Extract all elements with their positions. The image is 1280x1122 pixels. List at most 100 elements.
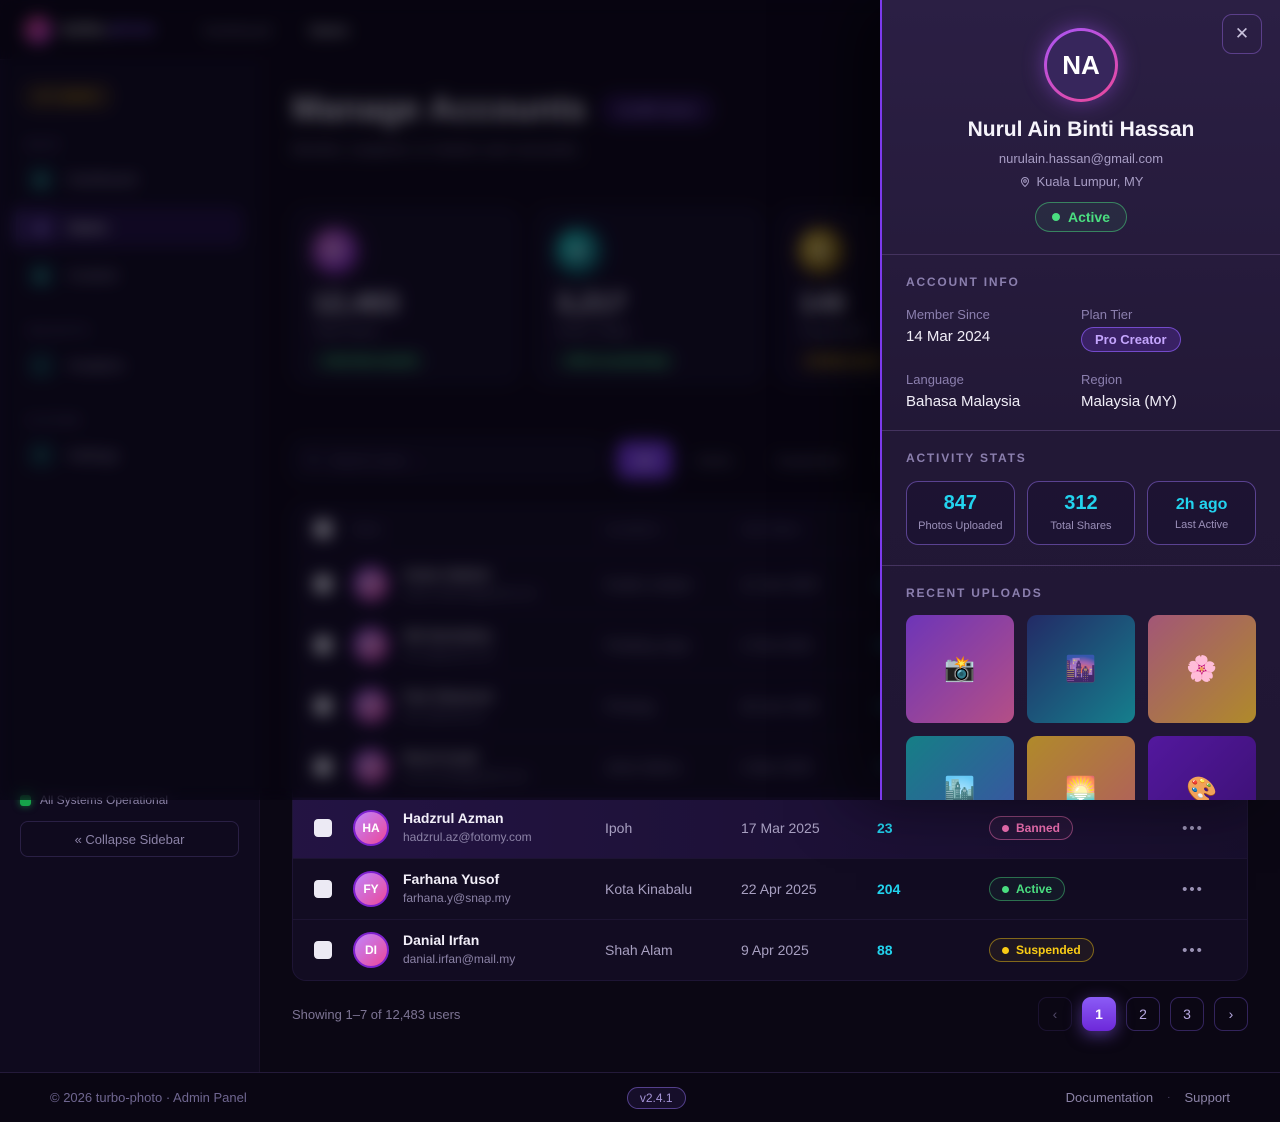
select-all-checkbox[interactable] — [314, 520, 332, 538]
page-2-button[interactable]: 2 — [1126, 997, 1160, 1031]
join-date: 3 Feb 2025 — [741, 637, 812, 653]
users-icon: ◉ — [26, 212, 56, 242]
page-3-button[interactable]: 3 — [1170, 997, 1204, 1031]
field-region: Region Malaysia (MY) — [1081, 372, 1177, 410]
user-name: Siti Norhaliza — [403, 627, 492, 643]
next-page-button[interactable]: › — [1214, 997, 1248, 1031]
upload-thumbnail[interactable]: 🌅 — [1027, 736, 1135, 800]
avatar: NA — [1047, 31, 1115, 99]
system-status-label: All Systems Operational — [40, 793, 169, 807]
stat-photos-uploaded: 847 Photos Uploaded — [906, 481, 1015, 545]
sidebar-item-label: Dashboard — [68, 171, 137, 187]
collapse-sidebar-button[interactable]: « Collapse Sidebar — [20, 821, 239, 857]
sidebar-item-settings[interactable]: ⚙ Settings — [16, 435, 243, 475]
status-dot-icon — [20, 794, 31, 806]
recent-uploads-section: RECENT UPLOADS 📸 🌆 🌸 🏙️ 🌅 🎨 — [882, 565, 1280, 800]
status-dot-icon — [1002, 824, 1009, 832]
user-location: Kota Kinabalu — [605, 881, 693, 897]
cherry-blossom-icon: 🌸 — [1186, 654, 1218, 683]
filter-all[interactable]: All — [618, 442, 671, 478]
row-checkbox[interactable] — [314, 819, 332, 837]
row-checkbox[interactable] — [314, 758, 332, 776]
row-checkbox[interactable] — [314, 697, 332, 715]
row-checkbox[interactable] — [314, 941, 332, 959]
upload-thumbnail[interactable]: 🌆 — [1027, 615, 1135, 723]
status-dot-icon — [1051, 213, 1060, 221]
sidebar-item-label: Content — [68, 267, 118, 283]
row-checkbox[interactable] — [314, 636, 332, 654]
user-email: azlan.hakimi@gmail.com — [403, 586, 537, 600]
page-title: Manage Accounts — [292, 90, 587, 128]
panel-user-email: nurulain.hassan@gmail.com — [998, 151, 1164, 166]
nav-link-dashboard[interactable]: Dashboard — [202, 21, 272, 38]
status-badge: Banned — [989, 816, 1074, 840]
user-location: Shah Alam — [605, 942, 673, 958]
table-row-farhana[interactable]: FY Farhana Yusof farhana.y@snap.my Kota K… — [293, 858, 1247, 919]
stat-trend-badge: +8% vs yesterday — [556, 350, 677, 372]
nav-link-users[interactable]: Users — [309, 21, 349, 38]
filter-suspended[interactable]: Suspended — [776, 452, 842, 468]
upload-thumbnail[interactable]: 🏙️ — [906, 736, 1014, 800]
sidebar-item-analytics[interactable]: ◫ Analytics — [16, 345, 243, 385]
status-dot-icon — [1002, 946, 1009, 954]
sidebar-item-content[interactable]: ▣ Content — [16, 255, 243, 295]
admin-badge: ⚡ ADMIN — [24, 84, 111, 109]
city-dusk-icon: 🌆 — [1065, 654, 1097, 683]
upload-thumbnail[interactable]: 🌸 — [1148, 615, 1256, 723]
sidebar-section-main: MAIN ▦ Dashboard ◉ Users ▣ Content — [16, 139, 243, 295]
prev-page-button[interactable]: ‹ — [1038, 997, 1072, 1031]
avatar: SN — [353, 627, 389, 663]
join-date: 28 Jan 2025 — [741, 698, 819, 714]
avatar: AH — [353, 566, 389, 602]
user-name: Faiz Shamsul — [403, 688, 493, 704]
footer-link-support[interactable]: Support — [1184, 1090, 1230, 1105]
column-location[interactable]: Location ↕ — [605, 522, 669, 536]
table-row-danial[interactable]: DI Danial Irfan danial.irfan@mail.my Shah… — [293, 919, 1247, 980]
join-date: 9 Apr 2025 — [741, 942, 809, 958]
sidebar-item-dashboard[interactable]: ▦ Dashboard — [16, 159, 243, 199]
column-user[interactable]: User — [353, 522, 382, 536]
sidebar-section-insights: INSIGHTS ◫ Analytics — [16, 325, 243, 385]
activity-stats-section: ACTIVITY STATS 847 Photos Uploaded 312 T… — [882, 430, 1280, 565]
dashboard-icon: ▦ — [26, 164, 56, 194]
filter-active[interactable]: Active — [696, 452, 733, 468]
sidebar-section-label: INSIGHTS — [26, 325, 91, 337]
section-title: RECENT UPLOADS — [906, 586, 1043, 600]
stat-value: 3,217 — [556, 287, 627, 318]
search-box — [292, 440, 602, 480]
stat-trend-badge: +312 this month — [313, 350, 425, 372]
close-icon[interactable]: ✕ — [1222, 14, 1262, 54]
brand-second: photo — [109, 20, 155, 38]
search-input[interactable] — [329, 452, 587, 468]
stat-total-shares: 312 Total Shares — [1026, 481, 1136, 545]
sidebar-section-label: MAIN — [26, 139, 61, 151]
user-location: Ipoh — [605, 820, 633, 836]
join-date: 12 Jan 2025 — [741, 576, 819, 592]
join-date: 3 Mar 2025 — [741, 759, 812, 775]
sidebar-item-users[interactable]: ◉ Users — [16, 207, 243, 247]
user-name: Danial Irfan — [403, 932, 480, 948]
user-email: siti.n@gmail.com — [403, 647, 495, 661]
row-actions-button[interactable]: ••• — [1182, 880, 1204, 898]
row-actions-button[interactable]: ••• — [1182, 819, 1204, 837]
user-email: nurul.izzati@gmail.com — [403, 769, 528, 783]
row-actions-button[interactable]: ••• — [1182, 941, 1204, 959]
table-row-hadzrul[interactable]: HA Hadzrul Azman hadzrul.az@fotomy.com Ip… — [293, 797, 1247, 858]
row-checkbox[interactable] — [314, 575, 332, 593]
avatar: NI — [353, 749, 389, 785]
user-email: danial.irfan@mail.my — [403, 952, 516, 966]
row-checkbox[interactable] — [314, 880, 332, 898]
join-date: 17 Mar 2025 — [741, 820, 820, 836]
page-1-button[interactable]: 1 — [1082, 997, 1116, 1031]
upload-thumbnail[interactable]: 📸 — [906, 615, 1014, 723]
upload-thumbnail[interactable]: 🎨 — [1148, 736, 1256, 800]
search-icon — [307, 454, 319, 466]
footer-link-documentation[interactable]: Documentation — [1065, 1090, 1154, 1105]
camera-flash-icon: 📸 — [944, 654, 976, 683]
brand-logo-icon[interactable] — [24, 15, 52, 44]
stat-card-active-today: ◉ 3,217 Active Today +8% vs yesterday — [535, 208, 762, 384]
panel-status-badge: Active — [1034, 202, 1128, 232]
brand-name[interactable]: turbo-photo — [62, 21, 155, 39]
column-join-date[interactable]: Join Date ↕ — [741, 522, 809, 536]
